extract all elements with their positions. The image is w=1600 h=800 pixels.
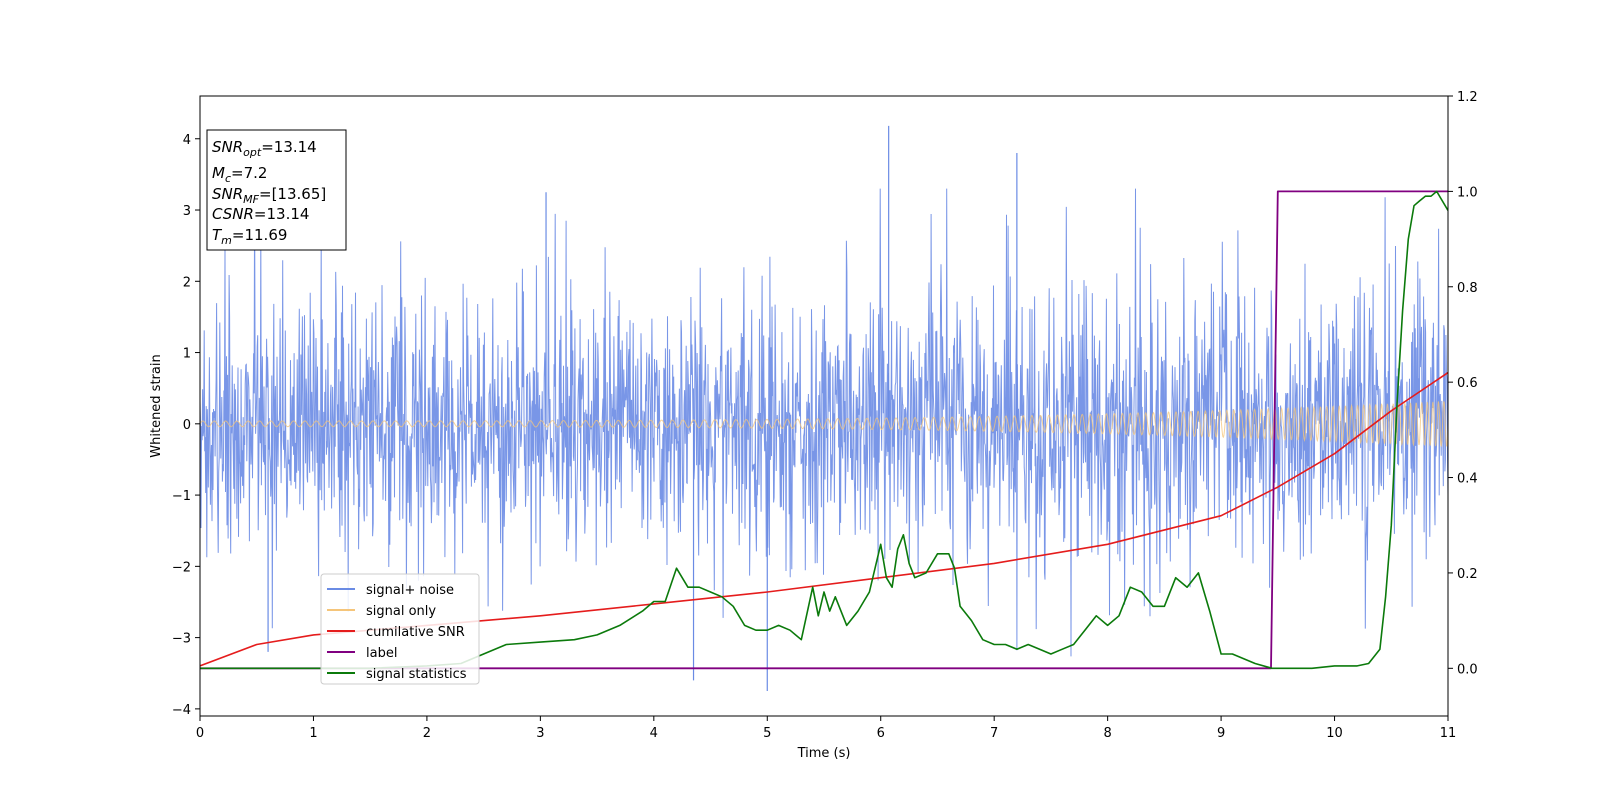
y-axis-left: −4 −3 −2 −1 0 1 2 3 4 xyxy=(172,133,200,718)
info-snr-mf: SNRMF=[13.65] xyxy=(212,185,326,206)
y-left-tick-label: −3 xyxy=(172,632,191,647)
x-tick-label: 8 xyxy=(1103,726,1111,741)
y-left-tick-label: 4 xyxy=(183,133,191,148)
x-tick-label: 9 xyxy=(1217,726,1225,741)
x-tick-label: 11 xyxy=(1440,726,1457,741)
y-left-tick-label: 0 xyxy=(183,418,191,433)
legend-label: signal+ noise xyxy=(366,583,454,598)
y-right-tick-label: 0.0 xyxy=(1457,662,1478,677)
legend-label: signal only xyxy=(366,604,436,619)
y-left-tick-label: 1 xyxy=(183,347,191,362)
plot-frame xyxy=(199,95,1449,717)
info-csnr: CSNR=13.14 xyxy=(212,205,309,223)
series-label xyxy=(200,190,1448,670)
y-right-tick-label: 1.0 xyxy=(1457,185,1478,200)
legend-label: signal statistics xyxy=(366,667,467,682)
legend-frame xyxy=(320,573,480,685)
legend-label: label xyxy=(366,646,397,661)
legend-label: cumilative SNR xyxy=(366,625,465,640)
y-axis-right: 0.0 0.2 0.4 0.6 0.8 1.0 1.2 xyxy=(1448,90,1478,677)
y-axis-label: Whitened strain xyxy=(149,354,164,457)
x-tick-label: 1 xyxy=(309,726,317,741)
x-axis: 0 1 2 3 4 5 6 7 8 9 10 11 xyxy=(196,716,1456,741)
x-tick-label: 5 xyxy=(763,726,771,741)
y-right-tick-label: 0.6 xyxy=(1457,376,1478,391)
x-tick-label: 3 xyxy=(536,726,544,741)
x-tick-label: 2 xyxy=(423,726,431,741)
legend: signal+ noise signal only cumilative SNR la… xyxy=(320,573,480,685)
info-tm: Tm=11.69 xyxy=(212,226,287,247)
series-signal-statistics xyxy=(200,190,1448,670)
y-left-tick-label: −1 xyxy=(172,489,191,504)
y-left-tick-label: −2 xyxy=(172,560,191,575)
info-box: SNRopt=13.14 Mc=7.2 SNRMF=[13.65] CSNR=1… xyxy=(206,129,347,251)
x-tick-label: 10 xyxy=(1326,726,1343,741)
y-right-tick-label: 1.2 xyxy=(1457,90,1478,105)
x-tick-label: 4 xyxy=(650,726,658,741)
y-right-tick-label: 0.4 xyxy=(1457,472,1478,487)
y-left-tick-label: −4 xyxy=(172,703,191,718)
y-right-tick-label: 0.2 xyxy=(1457,567,1478,582)
y-left-tick-label: 2 xyxy=(183,275,191,290)
y-right-tick-label: 0.8 xyxy=(1457,281,1478,296)
series-signal-only xyxy=(200,401,1448,448)
x-tick-label: 0 xyxy=(196,726,204,741)
x-tick-label: 7 xyxy=(990,726,998,741)
x-axis-label: Time (s) xyxy=(797,746,851,761)
info-snr-opt: SNRopt=13.14 xyxy=(212,138,317,159)
series-signal-noise xyxy=(200,188,1448,657)
x-tick-label: 6 xyxy=(877,726,885,741)
info-mc: Mc=7.2 xyxy=(212,164,267,185)
y-left-tick-label: 3 xyxy=(183,204,191,219)
